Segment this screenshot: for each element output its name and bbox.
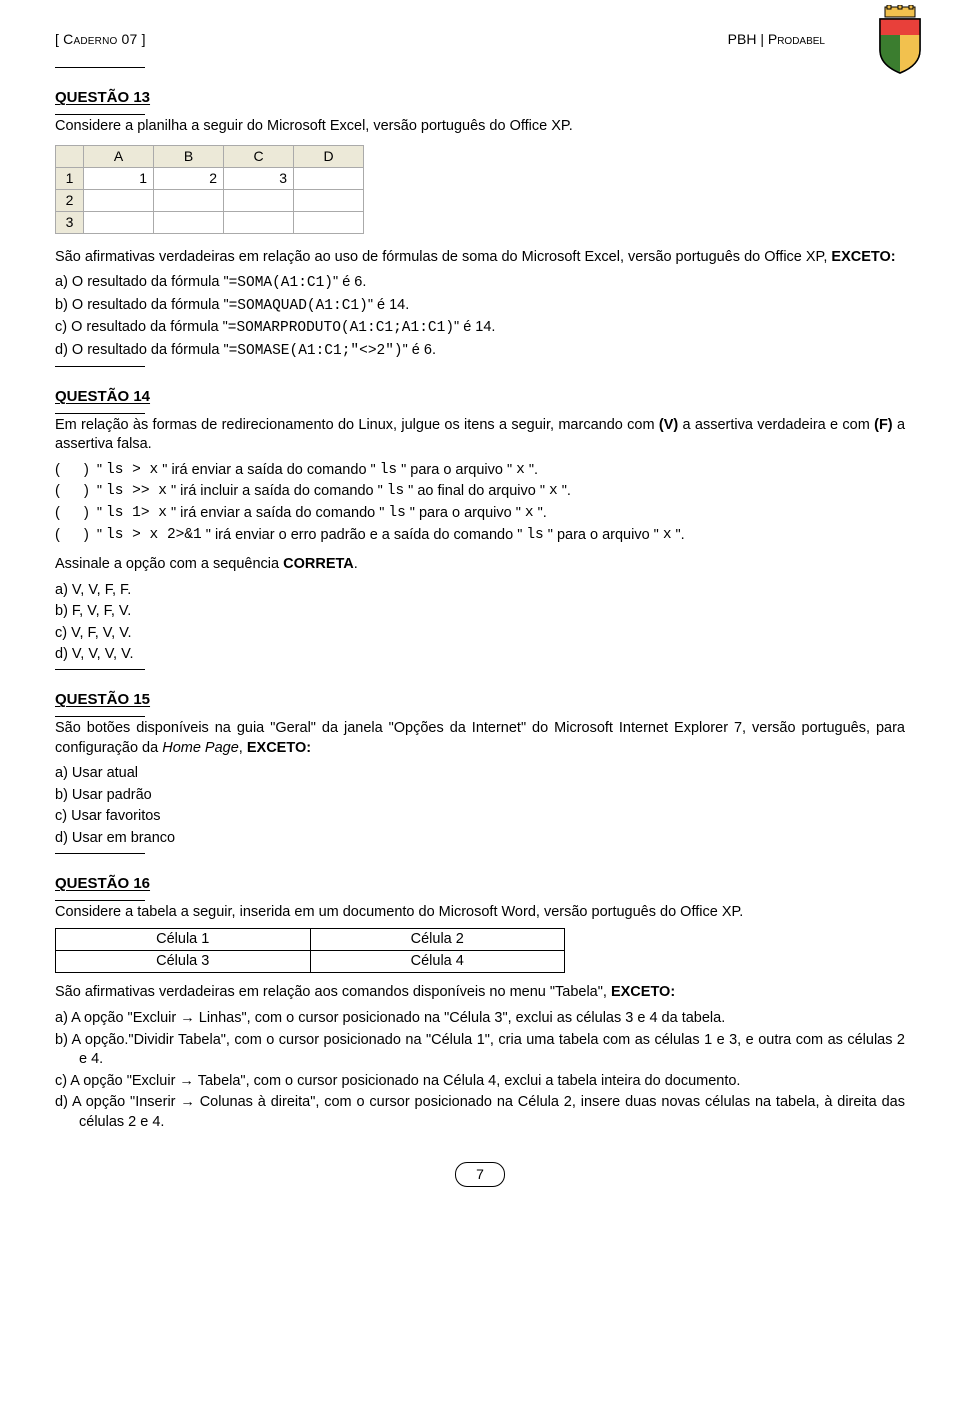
cell-b2: [154, 189, 224, 211]
q15-opt-c: c) Usar favoritos: [55, 807, 905, 827]
cell-2: Célula 2: [310, 929, 565, 951]
row-1: 1: [56, 167, 84, 189]
cell-d2: [294, 189, 364, 211]
q15-opt-b: b) Usar padrão: [55, 786, 905, 806]
q14-opt-b: b) F, V, F, V.: [55, 602, 905, 622]
col-b: B: [154, 145, 224, 167]
q14-intro: Em relação às formas de redirecionamento…: [55, 416, 905, 455]
col-a: A: [84, 145, 154, 167]
q14-title: QUESTÃO 14: [55, 387, 905, 407]
excel-table: A B C D 1 1 2 3 2 3: [55, 145, 364, 234]
q16-opt-a: a) A opção "Excluir → Linhas", com o cur…: [55, 1009, 905, 1029]
q14-opt-a: a) V, V, F, F.: [55, 581, 905, 601]
cell-c2: [224, 189, 294, 211]
question-16: QUESTÃO 16 Considere a tabela a seguir, …: [55, 853, 905, 1133]
q14-opt-d: d) V, V, V, V.: [55, 645, 905, 665]
word-table: Célula 1Célula 2 Célula 3Célula 4: [55, 928, 565, 973]
q15-opt-d: d) Usar em branco: [55, 829, 905, 849]
cell-1: Célula 1: [56, 929, 311, 951]
q14-tf-items: ( ) "ls > x" irá enviar a saída do coman…: [55, 461, 905, 545]
q16-opt-d: d) A opção "Inserir → Colunas à direita"…: [55, 1093, 905, 1132]
question-13: QUESTÃO 13 Considere a planilha a seguir…: [55, 67, 905, 362]
cell-c1: 3: [224, 167, 294, 189]
cell-b3: [154, 211, 224, 233]
q14-tf4: ( ) "ls > x 2>&1" irá enviar o erro padr…: [55, 526, 905, 546]
q16-opt-b: b) A opção."Dividir Tabela", com o curso…: [55, 1031, 905, 1070]
q16-opt-c: c) A opção "Excluir → Tabela", com o cur…: [55, 1072, 905, 1092]
cell-4: Célula 4: [310, 951, 565, 973]
q13-intro: Considere a planilha a seguir do Microso…: [55, 117, 905, 137]
q15-opt-a: a) Usar atual: [55, 764, 905, 784]
page-header: [ Caderno 07 ] PBH | Prodabel: [55, 30, 905, 49]
cell-3: Célula 3: [56, 951, 311, 973]
q13-lead: São afirmativas verdadeiras em relação a…: [55, 248, 905, 268]
q16-options: a) A opção "Excluir → Linhas", com o cur…: [55, 1009, 905, 1132]
q13-exceto: EXCETO:: [831, 249, 895, 265]
q13-title: QUESTÃO 13: [55, 88, 905, 108]
question-14: QUESTÃO 14 Em relação às formas de redir…: [55, 366, 905, 665]
col-d: D: [294, 145, 364, 167]
q13-lead-text: São afirmativas verdadeiras em relação a…: [55, 249, 831, 265]
cell-b1: 2: [154, 167, 224, 189]
cell-a2: [84, 189, 154, 211]
page-number: 7: [455, 1162, 505, 1187]
q13-opt-d: d) O resultado da fórmula "=SOMASE(A1:C1…: [55, 341, 905, 362]
row-3: 3: [56, 211, 84, 233]
header-left: [ Caderno 07 ]: [55, 30, 146, 49]
cell-a3: [84, 211, 154, 233]
cell-d1: [294, 167, 364, 189]
q16-lead: São afirmativas verdadeiras em relação a…: [55, 983, 905, 1003]
col-c: C: [224, 145, 294, 167]
q14-tf1: ( ) "ls > x" irá enviar a saída do coman…: [55, 461, 905, 481]
q14-tf2: ( ) "ls >> x" irá incluir a saída do com…: [55, 482, 905, 502]
q15-title: QUESTÃO 15: [55, 690, 905, 710]
question-15: QUESTÃO 15 São botões disponíveis na gui…: [55, 669, 905, 849]
q15-options: a) Usar atual b) Usar padrão c) Usar fav…: [55, 764, 905, 848]
q14-options: a) V, V, F, F. b) F, V, F, V. c) V, F, V…: [55, 581, 905, 665]
row-2: 2: [56, 189, 84, 211]
q14-tf3: ( ) "ls 1> x" irá enviar a saída do coma…: [55, 504, 905, 524]
cell-d3: [294, 211, 364, 233]
q13-opt-c: c) O resultado da fórmula "=SOMARPRODUTO…: [55, 318, 905, 339]
q13-opt-a: a) O resultado da fórmula "=SOMA(A1:C1)"…: [55, 273, 905, 294]
header-right: PBH | Prodabel: [728, 30, 825, 49]
cell-c3: [224, 211, 294, 233]
q14-prompt: Assinale a opção com a sequência CORRETA…: [55, 555, 905, 575]
q15-text: São botões disponíveis na guia "Geral" d…: [55, 719, 905, 758]
q16-title: QUESTÃO 16: [55, 874, 905, 894]
q16-intro: Considere a tabela a seguir, inserida em…: [55, 903, 905, 923]
q14-opt-c: c) V, F, V, V.: [55, 624, 905, 644]
q13-opt-b: b) O resultado da fórmula "=SOMAQUAD(A1:…: [55, 296, 905, 317]
cell-a1: 1: [84, 167, 154, 189]
q13-options: a) O resultado da fórmula "=SOMA(A1:C1)"…: [55, 273, 905, 361]
crest-icon: [865, 5, 935, 80]
